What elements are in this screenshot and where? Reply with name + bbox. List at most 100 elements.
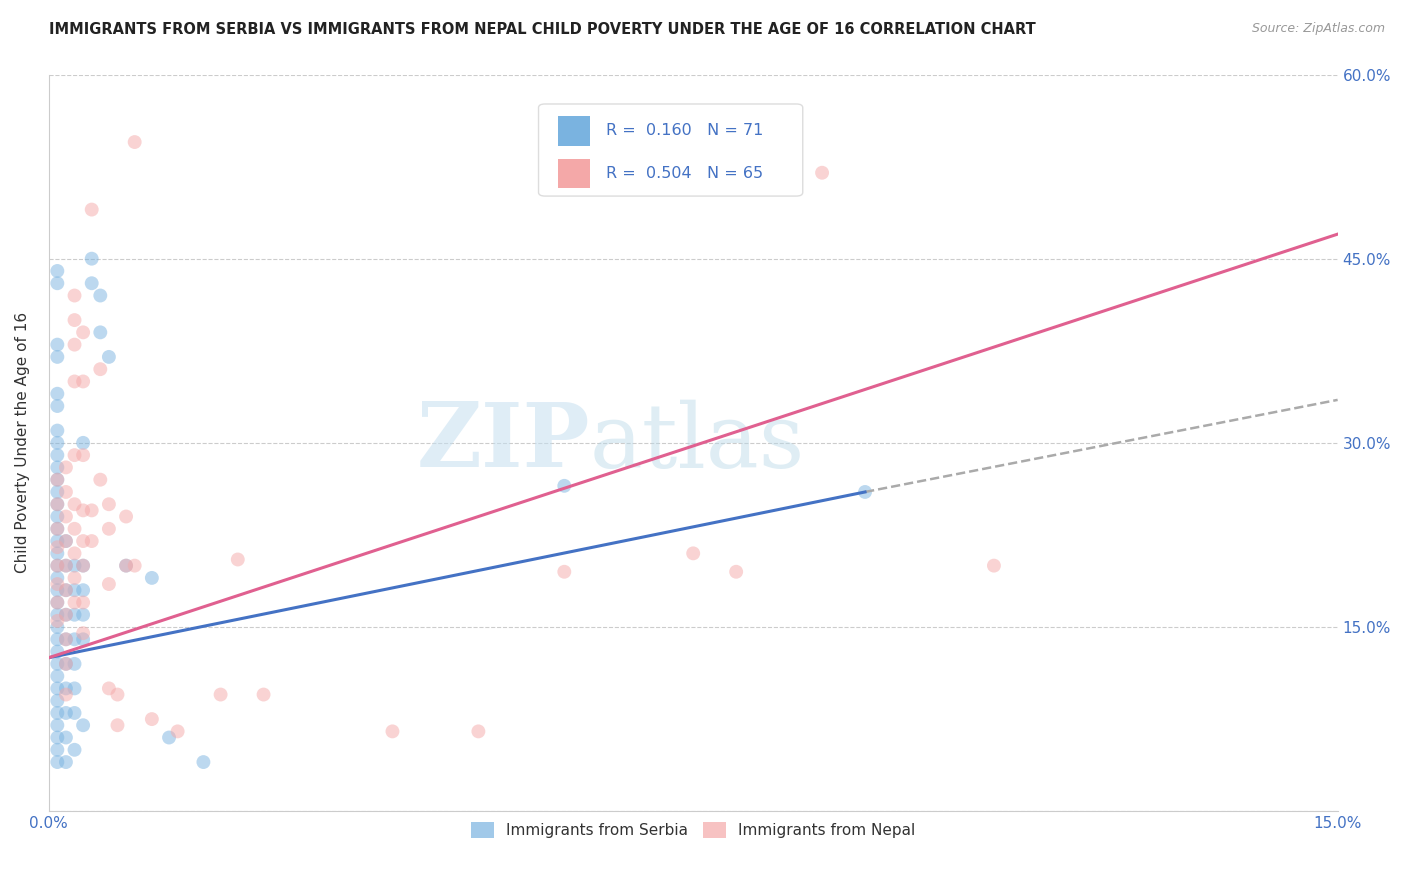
Point [63, 681, 86, 696]
FancyBboxPatch shape [558, 159, 591, 188]
Point [55, 583, 77, 598]
Text: R =  0.160   N = 71: R = 0.160 N = 71 [606, 123, 763, 138]
Point [46, 350, 69, 364]
Point [55, 485, 77, 500]
Point [46, 497, 69, 511]
Point [97, 522, 120, 536]
Point [55, 583, 77, 598]
Point [46, 546, 69, 560]
Point [72, 558, 94, 573]
Point [983, 558, 1005, 573]
Point [63, 337, 86, 351]
Point [89, 288, 111, 302]
Point [46, 614, 69, 628]
Point [46, 540, 69, 554]
Point [72, 534, 94, 549]
Point [63, 607, 86, 622]
Point [55, 558, 77, 573]
Point [72, 448, 94, 462]
Point [252, 688, 274, 702]
Point [166, 724, 188, 739]
Point [72, 632, 94, 647]
Point [63, 632, 86, 647]
Point [89, 326, 111, 340]
Text: atlas: atlas [591, 400, 806, 486]
Point [46, 558, 69, 573]
Point [811, 166, 834, 180]
Point [80, 202, 103, 217]
Point [72, 326, 94, 340]
Point [46, 522, 69, 536]
Point [63, 595, 86, 609]
Point [46, 595, 69, 609]
Point [46, 681, 69, 696]
Point [63, 375, 86, 389]
Text: ZIP: ZIP [416, 400, 591, 486]
Point [46, 534, 69, 549]
Point [46, 743, 69, 757]
Point [89, 362, 111, 376]
Point [46, 337, 69, 351]
Point [46, 497, 69, 511]
Point [46, 435, 69, 450]
Point [72, 558, 94, 573]
Point [553, 565, 575, 579]
Point [80, 252, 103, 266]
Point [97, 350, 120, 364]
Point [55, 657, 77, 671]
Point [141, 571, 163, 585]
Point [72, 595, 94, 609]
Point [55, 607, 77, 622]
Point [553, 479, 575, 493]
Point [46, 509, 69, 524]
Point [725, 565, 748, 579]
Point [55, 534, 77, 549]
Point [226, 552, 249, 566]
Point [46, 571, 69, 585]
Point [63, 583, 86, 598]
Point [46, 583, 69, 598]
Point [63, 522, 86, 536]
Y-axis label: Child Poverty Under the Age of 16: Child Poverty Under the Age of 16 [15, 312, 30, 574]
Point [46, 399, 69, 413]
Point [72, 583, 94, 598]
Point [46, 264, 69, 278]
Point [97, 497, 120, 511]
Point [46, 577, 69, 591]
Point [467, 724, 489, 739]
Point [46, 607, 69, 622]
Point [124, 558, 146, 573]
Point [115, 558, 138, 573]
Text: Source: ZipAtlas.com: Source: ZipAtlas.com [1251, 22, 1385, 36]
Point [46, 706, 69, 720]
Point [97, 681, 120, 696]
Text: R =  0.504   N = 65: R = 0.504 N = 65 [606, 166, 762, 181]
Point [46, 620, 69, 634]
Point [97, 577, 120, 591]
Point [115, 558, 138, 573]
Point [107, 688, 129, 702]
Point [46, 473, 69, 487]
Point [46, 694, 69, 708]
Point [46, 718, 69, 732]
Point [46, 448, 69, 462]
Point [46, 485, 69, 500]
Point [55, 534, 77, 549]
Point [46, 424, 69, 438]
Point [63, 706, 86, 720]
Point [124, 135, 146, 149]
Point [72, 375, 94, 389]
Point [89, 473, 111, 487]
Point [46, 277, 69, 291]
Point [72, 503, 94, 517]
Point [72, 435, 94, 450]
Point [55, 681, 77, 696]
Point [193, 755, 215, 769]
Point [209, 688, 232, 702]
Point [46, 595, 69, 609]
Point [80, 277, 103, 291]
Point [55, 632, 77, 647]
Point [46, 473, 69, 487]
Point [55, 688, 77, 702]
Point [46, 460, 69, 475]
